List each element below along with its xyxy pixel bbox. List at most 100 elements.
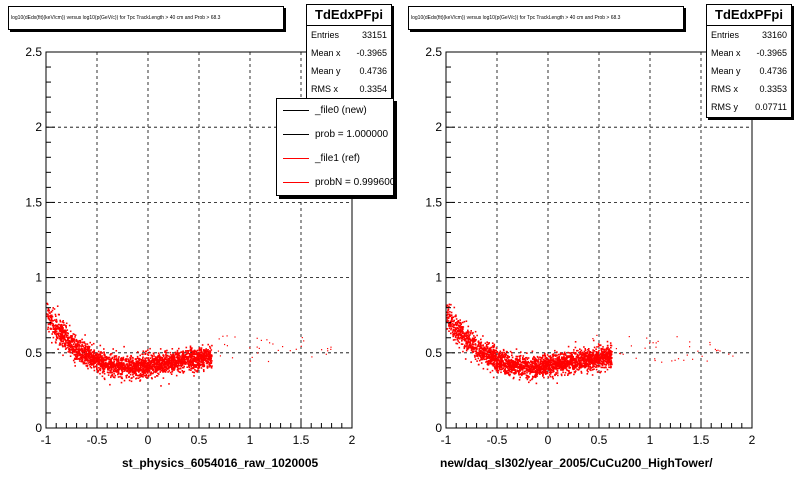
data-point (488, 351, 490, 353)
data-point (509, 364, 512, 366)
data-point (605, 351, 608, 354)
data-point (588, 367, 590, 370)
data-point (160, 362, 163, 364)
data-point (555, 354, 557, 356)
stats-row: Mean y 0.4736 (311, 66, 387, 76)
data-point (63, 331, 65, 334)
data-point (120, 357, 123, 359)
data-point (118, 368, 121, 371)
data-point (132, 368, 134, 370)
data-point (449, 325, 451, 327)
stats-row: Mean x -0.3965 (311, 48, 387, 58)
data-point (83, 342, 86, 344)
data-point (182, 351, 185, 353)
data-point (519, 354, 522, 357)
data-point (454, 327, 457, 329)
data-point (165, 354, 167, 357)
data-point (151, 354, 154, 357)
data-point (488, 349, 490, 351)
data-point (74, 340, 76, 342)
data-point (103, 348, 105, 350)
data-point (111, 356, 114, 359)
data-point (156, 364, 159, 366)
data-point (84, 348, 87, 350)
data-point (489, 358, 492, 361)
data-point (303, 340, 305, 342)
data-point (475, 352, 477, 355)
data-point (150, 367, 153, 369)
data-point (556, 361, 558, 364)
data-point (464, 334, 466, 337)
data-point (116, 362, 118, 364)
data-point (151, 358, 154, 361)
data-point (144, 352, 147, 355)
data-point (476, 345, 479, 348)
data-point (122, 363, 124, 365)
data-point (535, 376, 537, 379)
data-point (202, 360, 205, 363)
data-point (179, 364, 181, 367)
data-point (170, 373, 173, 375)
data-point (210, 359, 212, 362)
data-point (146, 377, 148, 379)
data-point (184, 354, 187, 356)
data-point (65, 326, 67, 329)
data-point (487, 356, 490, 358)
data-point (563, 359, 566, 361)
data-point (78, 357, 80, 360)
data-point (49, 323, 52, 326)
data-point (59, 326, 61, 329)
data-point (195, 356, 198, 359)
data-point (75, 338, 78, 341)
data-point (601, 355, 603, 357)
data-point (73, 361, 76, 364)
data-point (171, 359, 174, 362)
data-point (181, 351, 183, 353)
data-point (526, 352, 528, 354)
data-point (85, 351, 88, 353)
data-point (532, 370, 534, 373)
data-point (97, 355, 99, 357)
data-point (466, 348, 469, 350)
data-point (159, 348, 162, 350)
data-point (128, 361, 130, 363)
data-point (521, 366, 523, 369)
data-point (210, 360, 212, 363)
data-point (67, 351, 70, 353)
data-point (521, 365, 523, 367)
data-point (179, 356, 182, 358)
data-point (162, 361, 165, 363)
data-point (496, 360, 498, 362)
data-point (91, 351, 93, 353)
data-point (549, 375, 552, 378)
data-point (194, 369, 196, 371)
data-point (531, 378, 533, 381)
data-point (218, 338, 220, 340)
data-point (209, 364, 211, 367)
data-point (53, 308, 56, 310)
data-point (321, 349, 323, 351)
data-point (80, 347, 83, 349)
data-point (461, 340, 463, 342)
data-point (101, 364, 104, 366)
data-point (60, 337, 63, 340)
data-point (556, 370, 559, 372)
data-point (101, 375, 104, 378)
data-point (137, 351, 139, 353)
data-point (593, 358, 596, 361)
data-point (256, 337, 258, 339)
data-point (578, 364, 581, 367)
data-point (479, 351, 482, 354)
data-point (539, 363, 541, 366)
data-point (58, 326, 60, 329)
data-point (551, 359, 554, 362)
data-point (102, 362, 105, 365)
data-point (549, 363, 552, 366)
data-point (494, 351, 497, 354)
data-point (82, 362, 85, 365)
data-point (196, 349, 199, 352)
data-point (563, 353, 565, 356)
data-point (578, 354, 580, 356)
data-point (125, 376, 128, 379)
data-point (178, 359, 181, 361)
